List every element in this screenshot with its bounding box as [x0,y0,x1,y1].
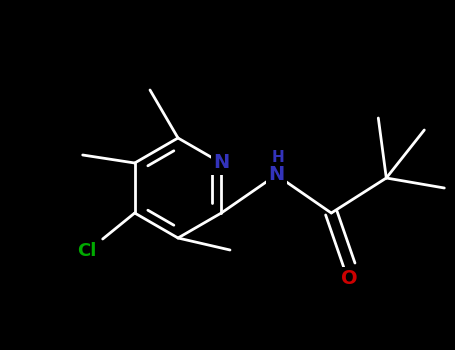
Text: H: H [272,149,285,164]
Text: Cl: Cl [77,242,96,260]
Text: N: N [213,154,229,173]
Text: N: N [268,166,284,184]
Text: O: O [341,270,358,288]
